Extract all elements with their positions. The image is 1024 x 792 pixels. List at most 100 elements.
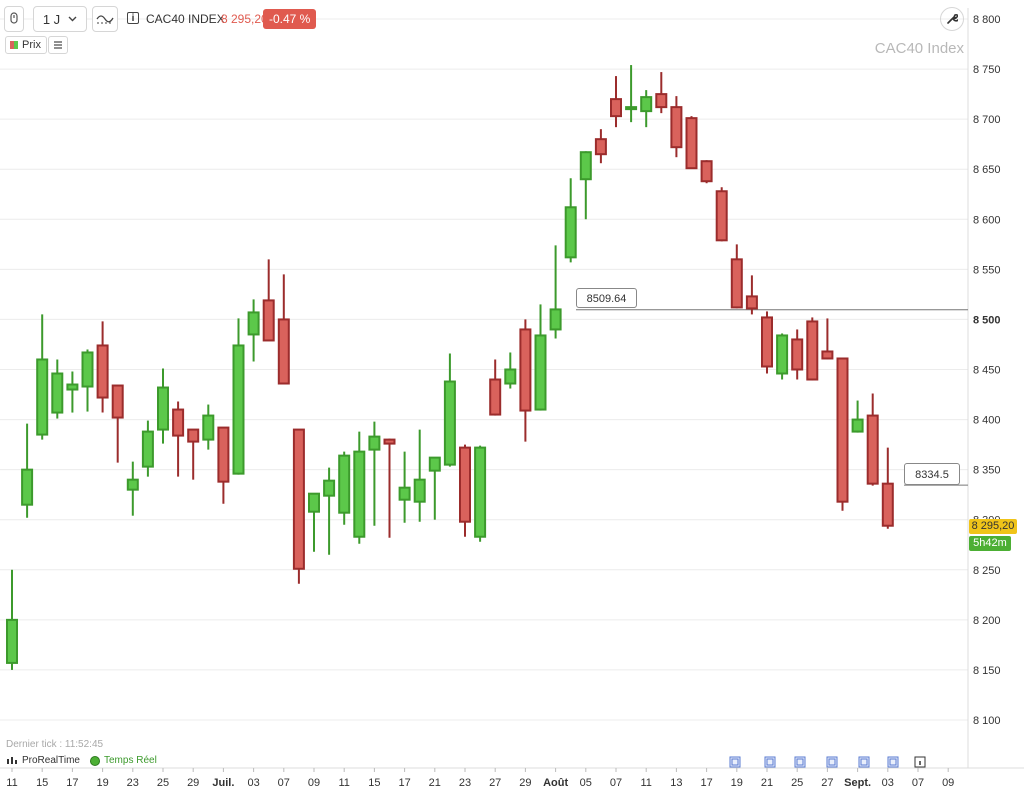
x-tick-label: 29 bbox=[519, 777, 531, 789]
x-tick-label: 21 bbox=[429, 777, 441, 789]
x-tick-label: 11 bbox=[6, 777, 17, 789]
x-tick-label: 29 bbox=[187, 777, 199, 789]
candle bbox=[413, 429, 426, 522]
x-tick-label: 27 bbox=[489, 777, 501, 789]
change-badge: -0.47 % bbox=[263, 9, 317, 29]
candle-body bbox=[443, 380, 456, 466]
candle-body bbox=[791, 338, 804, 371]
info-marker-icon bbox=[914, 756, 926, 768]
candle-body bbox=[730, 258, 743, 309]
candle bbox=[866, 393, 879, 486]
candle bbox=[730, 244, 743, 309]
indicators-button[interactable] bbox=[92, 6, 118, 32]
indicators-icon bbox=[96, 15, 114, 24]
candle bbox=[398, 451, 411, 523]
event-marker-icon bbox=[887, 756, 899, 768]
y-tick-label: 8 650 bbox=[973, 164, 1001, 176]
candle-body bbox=[428, 456, 441, 472]
candle-body bbox=[881, 482, 894, 527]
candle bbox=[262, 259, 275, 342]
candle-body bbox=[21, 468, 34, 506]
annotation-label-1[interactable]: 8509.64 bbox=[576, 288, 637, 308]
candle bbox=[383, 438, 396, 538]
candle-body bbox=[308, 492, 320, 513]
candle bbox=[489, 359, 502, 416]
list-button[interactable] bbox=[48, 36, 68, 54]
current-price-badge: 8 295,20 bbox=[969, 519, 1017, 534]
x-tick-label: 07 bbox=[912, 777, 924, 789]
period-select[interactable]: 1 J bbox=[33, 6, 87, 32]
event-marker-icon bbox=[729, 756, 741, 768]
candle-body bbox=[866, 414, 879, 485]
candle-body bbox=[625, 106, 638, 111]
candles-icon bbox=[7, 756, 17, 764]
y-tick-label: 8 750 bbox=[973, 64, 1001, 76]
candle bbox=[851, 400, 864, 433]
candle bbox=[96, 321, 109, 413]
candle-body bbox=[6, 618, 18, 664]
y-tick-label: 8 800 bbox=[973, 14, 1001, 26]
x-tick-label: 03 bbox=[247, 777, 259, 789]
candle bbox=[459, 444, 471, 537]
provider-label: ProRealTime bbox=[22, 755, 80, 766]
candle bbox=[308, 492, 320, 552]
candle-body bbox=[292, 428, 305, 570]
x-tick-label: Sept. bbox=[844, 777, 871, 789]
candle bbox=[323, 467, 336, 555]
realtime-dot-icon bbox=[90, 755, 100, 766]
candle bbox=[594, 129, 607, 164]
candle-body bbox=[836, 357, 849, 503]
instrument-name: CAC40 INDEX bbox=[146, 12, 225, 26]
last-price: 8 295,20 bbox=[221, 12, 268, 26]
candle bbox=[549, 245, 562, 339]
candle bbox=[655, 72, 668, 114]
y-tick-label: 8 350 bbox=[973, 465, 1001, 477]
candle-body bbox=[217, 426, 230, 483]
candle bbox=[821, 318, 834, 360]
settings-button[interactable] bbox=[940, 7, 964, 31]
candle bbox=[172, 401, 185, 477]
candle-body bbox=[821, 350, 834, 360]
y-tick-label: 8 100 bbox=[973, 715, 1001, 727]
event-marker-icon bbox=[794, 756, 806, 768]
info-icon[interactable]: i bbox=[127, 12, 139, 24]
price-series-button[interactable]: Prix bbox=[5, 36, 47, 54]
candle bbox=[66, 371, 79, 413]
candle-body bbox=[474, 446, 487, 538]
candle bbox=[368, 421, 381, 526]
candle bbox=[564, 178, 577, 263]
candle-body bbox=[806, 320, 819, 381]
provider-info: ProRealTime bbox=[6, 755, 80, 766]
drawing-tools-button[interactable] bbox=[4, 6, 24, 32]
candle bbox=[685, 116, 698, 170]
candle-body bbox=[776, 334, 789, 375]
candle bbox=[51, 359, 64, 419]
candle-body bbox=[715, 190, 728, 242]
candle-body bbox=[202, 414, 215, 441]
x-tick-label: 09 bbox=[308, 777, 320, 789]
candle bbox=[791, 329, 804, 380]
candle-body bbox=[66, 383, 79, 391]
price-series-label: Prix bbox=[22, 39, 41, 51]
candle-body bbox=[594, 138, 607, 156]
annotation-label-2[interactable]: 8334.5 bbox=[904, 463, 960, 485]
candle bbox=[836, 357, 849, 511]
series-color-icon bbox=[10, 41, 18, 49]
x-tick-label: 15 bbox=[368, 777, 380, 789]
x-tick-label: 15 bbox=[36, 777, 48, 789]
candle bbox=[806, 317, 819, 381]
candle-body bbox=[534, 334, 547, 411]
period-label: 1 J bbox=[42, 11, 61, 27]
x-tick-label: 27 bbox=[821, 777, 833, 789]
candle bbox=[640, 90, 653, 128]
y-tick-label: 8 700 bbox=[973, 114, 1001, 126]
candle bbox=[217, 426, 230, 504]
candle bbox=[157, 368, 169, 444]
candle-body bbox=[338, 454, 351, 514]
candle-body bbox=[141, 430, 154, 468]
x-tick-label: 23 bbox=[127, 777, 139, 789]
y-tick-label: 8 250 bbox=[973, 565, 1001, 577]
candle-body bbox=[745, 295, 758, 310]
x-tick-label: 11 bbox=[338, 777, 349, 789]
